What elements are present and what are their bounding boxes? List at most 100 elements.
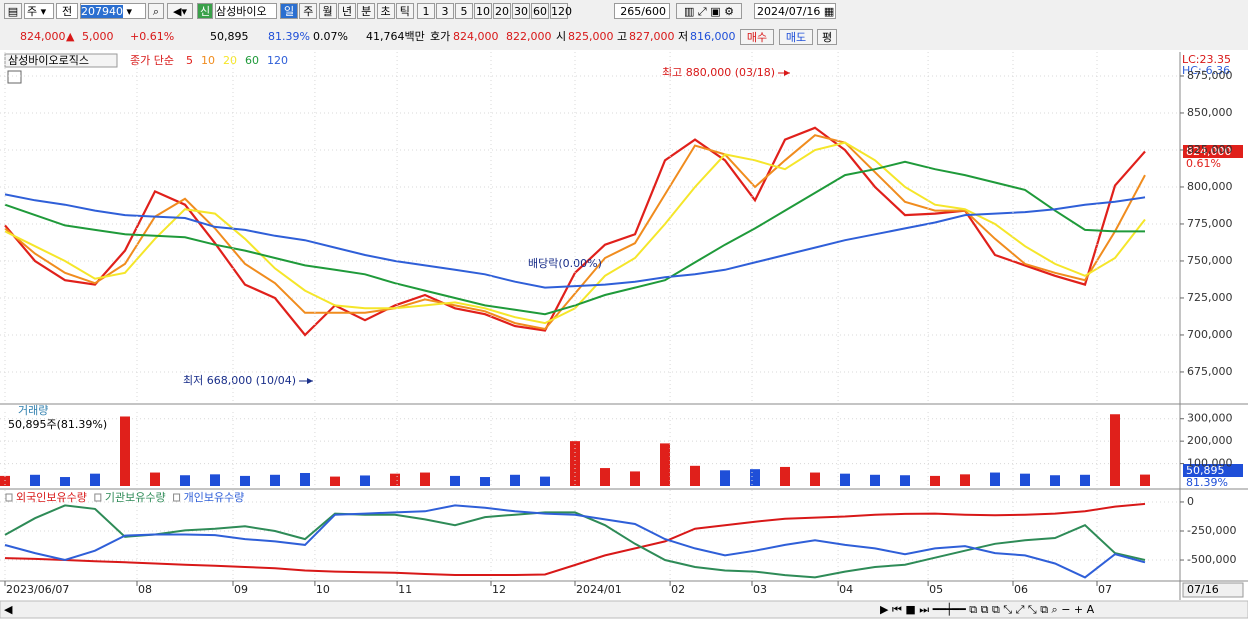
prev-select[interactable]: 전 xyxy=(56,3,78,19)
turnover: 0.07% xyxy=(313,30,348,43)
x-end-label: 07/16 xyxy=(1187,583,1219,596)
x-tick-label: 2023/06/07 xyxy=(6,583,69,596)
interval-button[interactable]: 3 xyxy=(436,3,454,19)
high: 827,000 xyxy=(629,30,675,43)
volume-bar xyxy=(720,470,730,486)
interval-button[interactable]: 20 xyxy=(493,3,511,19)
code-input[interactable]: 207940 ▾ xyxy=(80,3,146,19)
legend-marker xyxy=(94,493,102,502)
annotation: 배당락(0.00%) xyxy=(528,257,602,270)
speaker-button[interactable]: ◀▾ xyxy=(167,3,193,19)
buy-button[interactable]: 매수 xyxy=(740,29,774,45)
x-tick-label: 06 xyxy=(1014,583,1028,596)
x-tick-label: 07 xyxy=(1098,583,1112,596)
y-tick-label: 850,000 xyxy=(1187,106,1233,119)
y-tick-label: 100,000 xyxy=(1187,457,1233,470)
period-select[interactable]: 주 ▾ xyxy=(24,3,54,19)
volume-bar xyxy=(1140,474,1150,486)
volume-bar xyxy=(840,473,850,486)
grid-icon[interactable] xyxy=(7,70,22,84)
x-tick-label: 12 xyxy=(492,583,506,596)
end-date-box xyxy=(1182,582,1244,598)
annotation: 최저 668,000 (10/04) xyxy=(183,374,296,387)
y-tick-label: 825,000 xyxy=(1187,143,1233,156)
annotation-arrowhead xyxy=(784,70,790,76)
volume-bar xyxy=(390,473,400,486)
stock-name[interactable]: 삼성바이오 xyxy=(215,3,277,19)
hc-label: HC:-6.36 xyxy=(1182,64,1230,77)
volume-bar xyxy=(1080,474,1090,486)
annotation: 최고 880,000 (03/18) xyxy=(662,66,775,79)
volume-bar xyxy=(870,474,880,486)
interval-button[interactable]: 60 xyxy=(531,3,549,19)
volume-bar xyxy=(90,473,100,486)
volume-bar xyxy=(570,441,580,486)
unit-button[interactable]: 초 xyxy=(376,3,395,19)
volume-bar xyxy=(990,472,1000,486)
y-tick-label: -250,000 xyxy=(1187,524,1236,537)
count-input[interactable]: 265/600 xyxy=(614,3,670,19)
volume-bar xyxy=(210,474,220,486)
scrollbar[interactable] xyxy=(0,600,1248,619)
volume-bar xyxy=(630,471,640,486)
volume: 50,895 xyxy=(210,30,249,43)
volume-bar xyxy=(480,477,490,486)
volume-bar xyxy=(1110,414,1120,486)
avg-button[interactable]: 평 xyxy=(817,29,837,45)
date: 2024/07/16 xyxy=(757,5,821,18)
volume-bar xyxy=(420,472,430,486)
volume-bar xyxy=(900,475,910,486)
menu-icon[interactable]: ▤ xyxy=(4,3,22,19)
tool-icons[interactable]: ▥ ⤢ ▣ ⚙ xyxy=(676,3,742,19)
low: 816,000 xyxy=(690,30,736,43)
volume-bar xyxy=(690,465,700,486)
scroll-left[interactable]: ◀ xyxy=(4,603,13,616)
legend-entry: 60 xyxy=(245,54,259,67)
bid: 822,000 xyxy=(506,30,552,43)
legend-entry: 120 xyxy=(267,54,288,67)
series-line xyxy=(4,504,1146,579)
volume-bar xyxy=(150,472,160,486)
scroll-controls[interactable]: ▶ ⏮ ■ ⏭ ━━┿━━ ⧉ ⧉ ⧉ ⤡ ⤢ ⤡ ⧉ ⌕ − + A xyxy=(880,602,1095,616)
interval-button[interactable]: 10 xyxy=(474,3,492,19)
volume-bar xyxy=(510,474,520,486)
unit-button[interactable]: 월 xyxy=(318,3,337,19)
interval-button[interactable]: 120 xyxy=(550,3,572,19)
volume-bar xyxy=(180,475,190,486)
legend-entry: 기관보유수량 xyxy=(105,491,166,504)
change-pct: +0.61% xyxy=(130,30,175,43)
y-tick-label: 875,000 xyxy=(1187,69,1233,82)
chart-bg xyxy=(0,50,1248,600)
unit-button[interactable]: 년 xyxy=(337,3,356,19)
date-input[interactable]: 2024/07/16 ▦ xyxy=(754,3,836,19)
interval-button[interactable]: 30 xyxy=(512,3,530,19)
series-line xyxy=(4,193,1146,289)
x-tick-label: 03 xyxy=(753,583,767,596)
volume-bar xyxy=(810,472,820,486)
legend-entry: 10 xyxy=(201,54,215,67)
count: 265 xyxy=(620,5,642,18)
unit-button[interactable]: 주 xyxy=(299,3,318,19)
unit-button[interactable]: 틱 xyxy=(395,3,414,19)
volume-bar xyxy=(60,477,70,486)
volume-bar xyxy=(660,443,670,486)
chart: 삼성바이오로직스 종가 단순 LC:23.35 HC:-6.36 824,000… xyxy=(0,50,1248,619)
unit-button[interactable]: 일 xyxy=(280,3,298,19)
volume-subtitle: 50,895주(81.39%) xyxy=(8,418,107,431)
interval-button[interactable]: 5 xyxy=(455,3,473,19)
change: 5,000 xyxy=(82,30,114,43)
chart-title: 삼성바이오로직스 xyxy=(8,54,89,67)
open-label: 시 xyxy=(556,30,567,43)
y-tick-label: 200,000 xyxy=(1187,434,1233,447)
last-price-box xyxy=(1183,145,1243,158)
sell-button[interactable]: 매도 xyxy=(779,29,813,45)
unit-button[interactable]: 분 xyxy=(357,3,376,19)
x-tick-label: 05 xyxy=(929,583,943,596)
volume-bar xyxy=(360,475,370,486)
interval-button[interactable]: 1 xyxy=(417,3,435,19)
volume-bar xyxy=(1050,475,1060,486)
count-max: /600 xyxy=(641,5,666,18)
volume-bar xyxy=(240,475,250,486)
search-button[interactable]: ⌕ xyxy=(148,3,164,19)
